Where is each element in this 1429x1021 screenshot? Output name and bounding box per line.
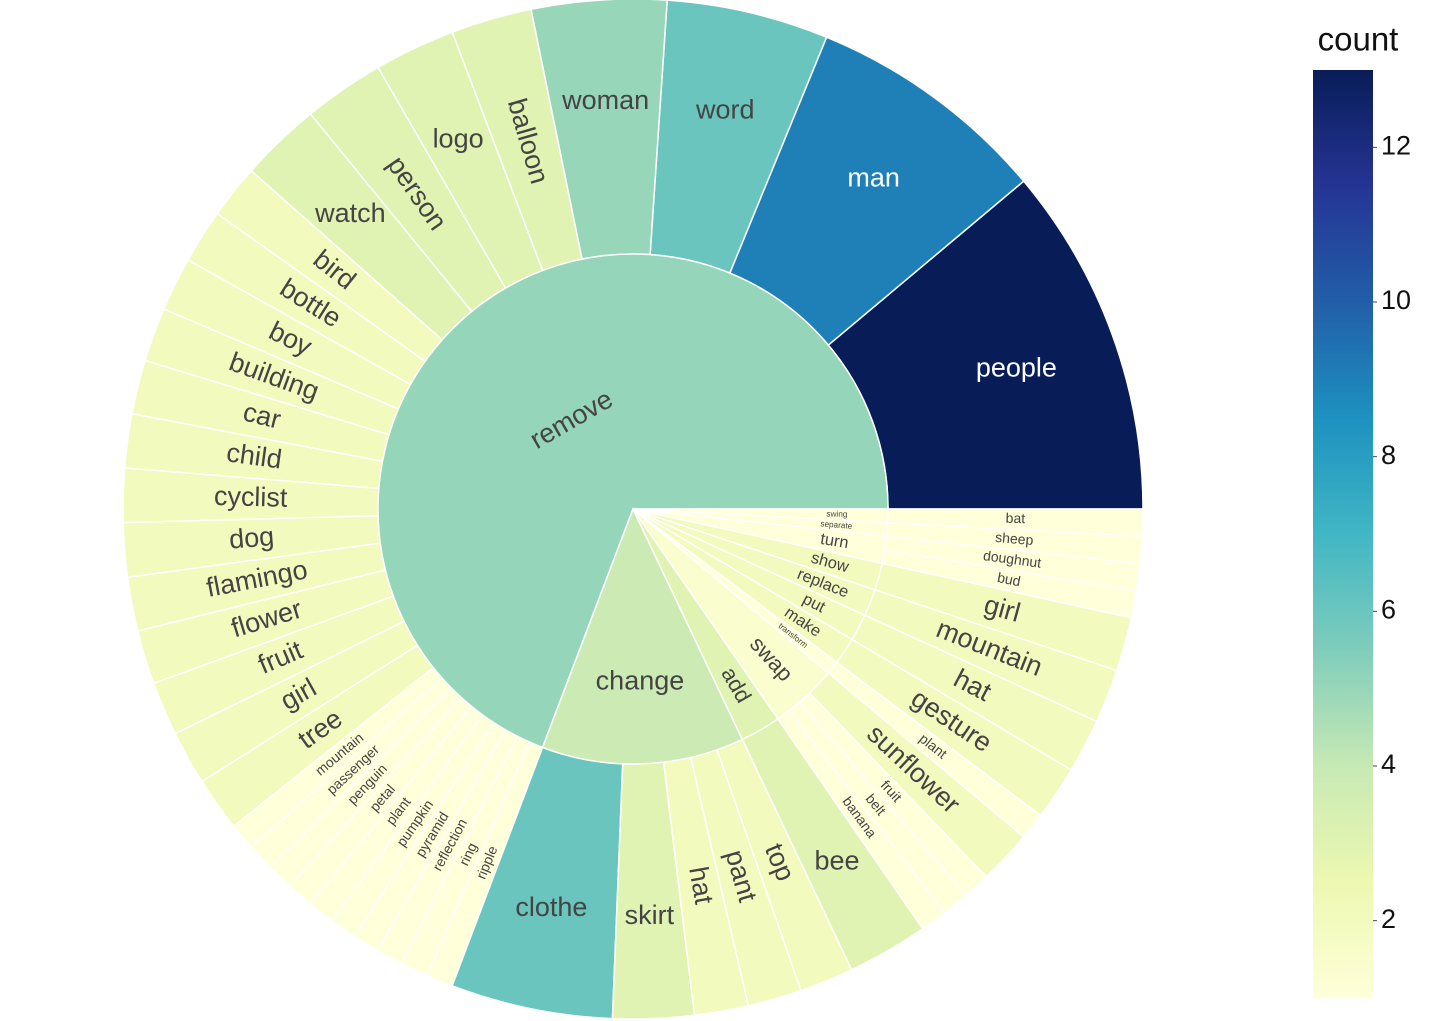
- colorbar-tick-label: 12: [1381, 130, 1411, 160]
- outer-label: bee: [814, 845, 859, 875]
- colorbar-tick-label: 10: [1381, 285, 1411, 315]
- outer-label: skirt: [625, 900, 675, 930]
- outer-label: doughnut: [982, 547, 1042, 571]
- outer-label: word: [695, 95, 755, 125]
- colorbar-tick-label: 8: [1381, 440, 1396, 470]
- outer-label: people: [976, 353, 1057, 383]
- outer-label: man: [847, 163, 900, 193]
- inner-wedge: [377, 253, 889, 749]
- outer-label: woman: [561, 85, 649, 115]
- outer-label: bud: [996, 569, 1022, 589]
- inner-label: separate: [820, 519, 853, 531]
- outer-label: logo: [433, 124, 484, 154]
- outer-label: hat: [683, 864, 719, 907]
- colorbar: [1313, 70, 1373, 998]
- colorbar-title: count: [1318, 21, 1399, 58]
- outer-label: dog: [228, 521, 275, 555]
- inner-wedge: [632, 508, 889, 524]
- colorbar-tick-label: 4: [1381, 749, 1396, 779]
- outer-ring: peoplemanwordwomanballoonlogopersonwatch…: [122, 0, 1144, 1020]
- colorbar-tick-label: 6: [1381, 594, 1396, 624]
- inner-label: change: [596, 665, 685, 695]
- outer-label: cyclist: [214, 481, 289, 513]
- outer-label: sheep: [995, 529, 1035, 548]
- outer-label: clothe: [515, 892, 587, 922]
- inner-wedge: [541, 507, 744, 765]
- outer-label: bat: [1005, 510, 1025, 527]
- colorbar-tick-label: 2: [1381, 904, 1396, 934]
- inner-label: turn: [819, 530, 850, 552]
- inner-label: swing: [826, 509, 848, 519]
- outer-label: watch: [314, 198, 386, 228]
- outer-label: child: [225, 437, 284, 474]
